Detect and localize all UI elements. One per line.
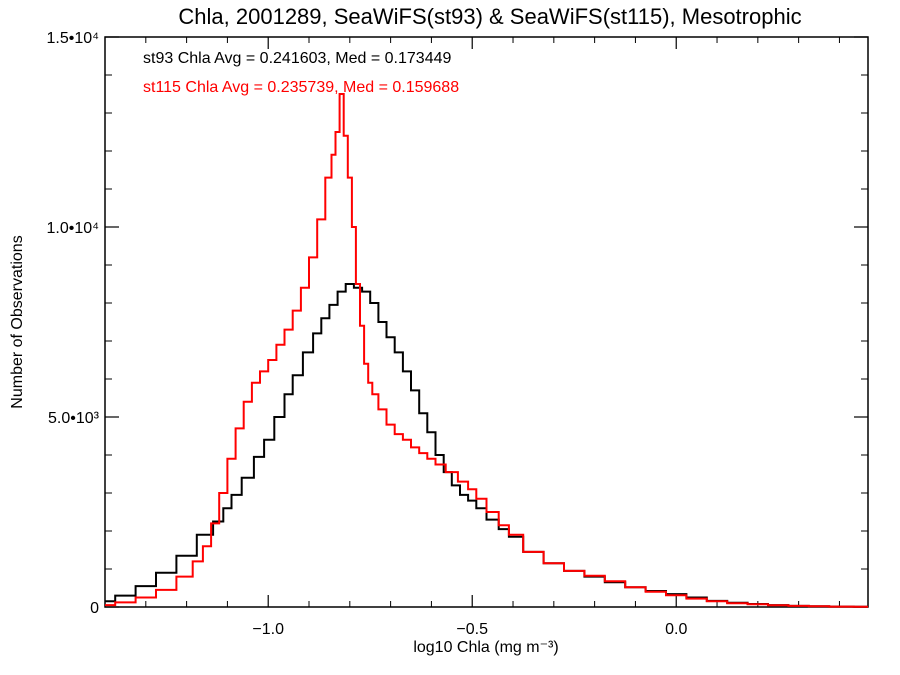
- axis-ticks: −1.0 −0.5 0.0 0 5.0•10³ 1.0•10⁴ 1.5•10⁴: [46, 30, 868, 638]
- x-tick-label: −1.0: [252, 621, 284, 638]
- series-group: [105, 93, 868, 608]
- y-tick-label: 5.0•10³: [48, 410, 100, 427]
- y-axis-label: Number of Observations: [9, 235, 26, 408]
- series-line-0: [105, 283, 868, 608]
- series-line-1: [105, 93, 868, 608]
- x-axis-label: log10 Chla (mg m⁻³): [413, 639, 558, 656]
- y-tick-label: 1.0•10⁴: [46, 220, 99, 237]
- annotation-st115: st115 Chla Avg = 0.235739, Med = 0.15968…: [143, 79, 459, 96]
- y-tick-label: 1.5•10⁴: [46, 30, 99, 47]
- y-tick-label: 0: [90, 600, 99, 617]
- x-tick-label: −0.5: [456, 621, 488, 638]
- chart-title: Chla, 2001289, SeaWiFS(st93) & SeaWiFS(s…: [178, 4, 801, 29]
- x-tick-label: 0.0: [665, 621, 687, 638]
- annotation-st93: st93 Chla Avg = 0.241603, Med = 0.173449: [143, 50, 451, 67]
- plot-frame: [104, 36, 869, 608]
